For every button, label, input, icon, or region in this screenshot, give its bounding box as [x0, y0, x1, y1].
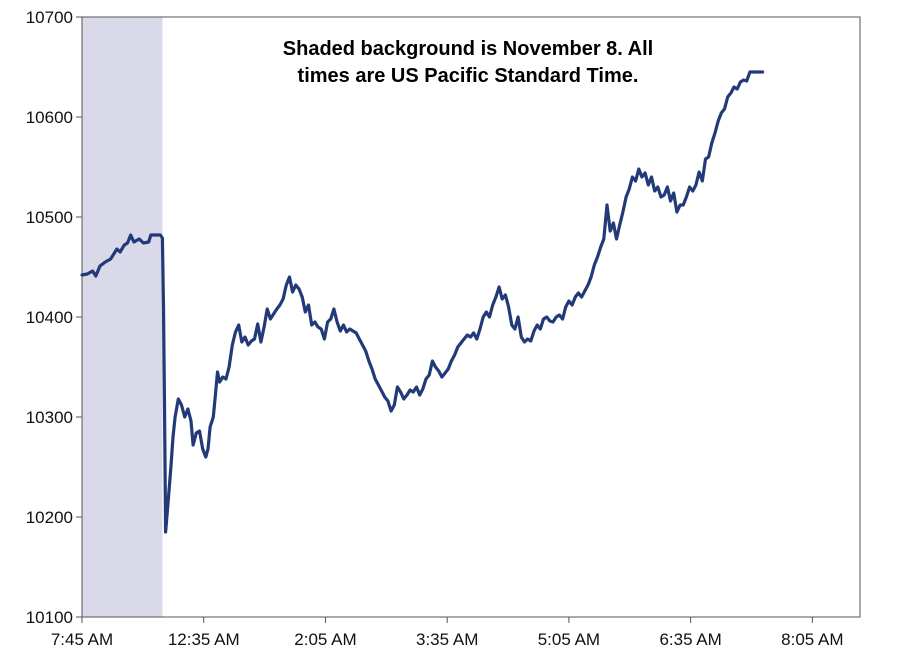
- y-tick-label: 10700: [26, 8, 73, 27]
- x-tick-label: 3:35 AM: [416, 630, 478, 649]
- y-tick-label: 10600: [26, 108, 73, 127]
- x-tick-label: 5:05 AM: [538, 630, 600, 649]
- x-tick-label: 8:05 AM: [781, 630, 843, 649]
- series-line-1: [80, 70, 765, 534]
- x-tick-label: 2:05 AM: [294, 630, 356, 649]
- x-tick-label: 7:45 AM: [51, 630, 113, 649]
- y-tick-label: 10200: [26, 508, 73, 527]
- annotation-line-1: Shaded background is November 8. All: [283, 38, 653, 60]
- y-tick-label: 10100: [26, 608, 73, 627]
- x-tick-label: 6:35 AM: [659, 630, 721, 649]
- y-tick-label: 10300: [26, 408, 73, 427]
- y-tick-label: 10400: [26, 308, 73, 327]
- shaded-region-november-8: [82, 17, 163, 617]
- y-tick-label: 10500: [26, 208, 73, 227]
- x-tick-label: 12:35 AM: [168, 630, 240, 649]
- annotation-line-2: times are US Pacific Standard Time.: [298, 65, 639, 87]
